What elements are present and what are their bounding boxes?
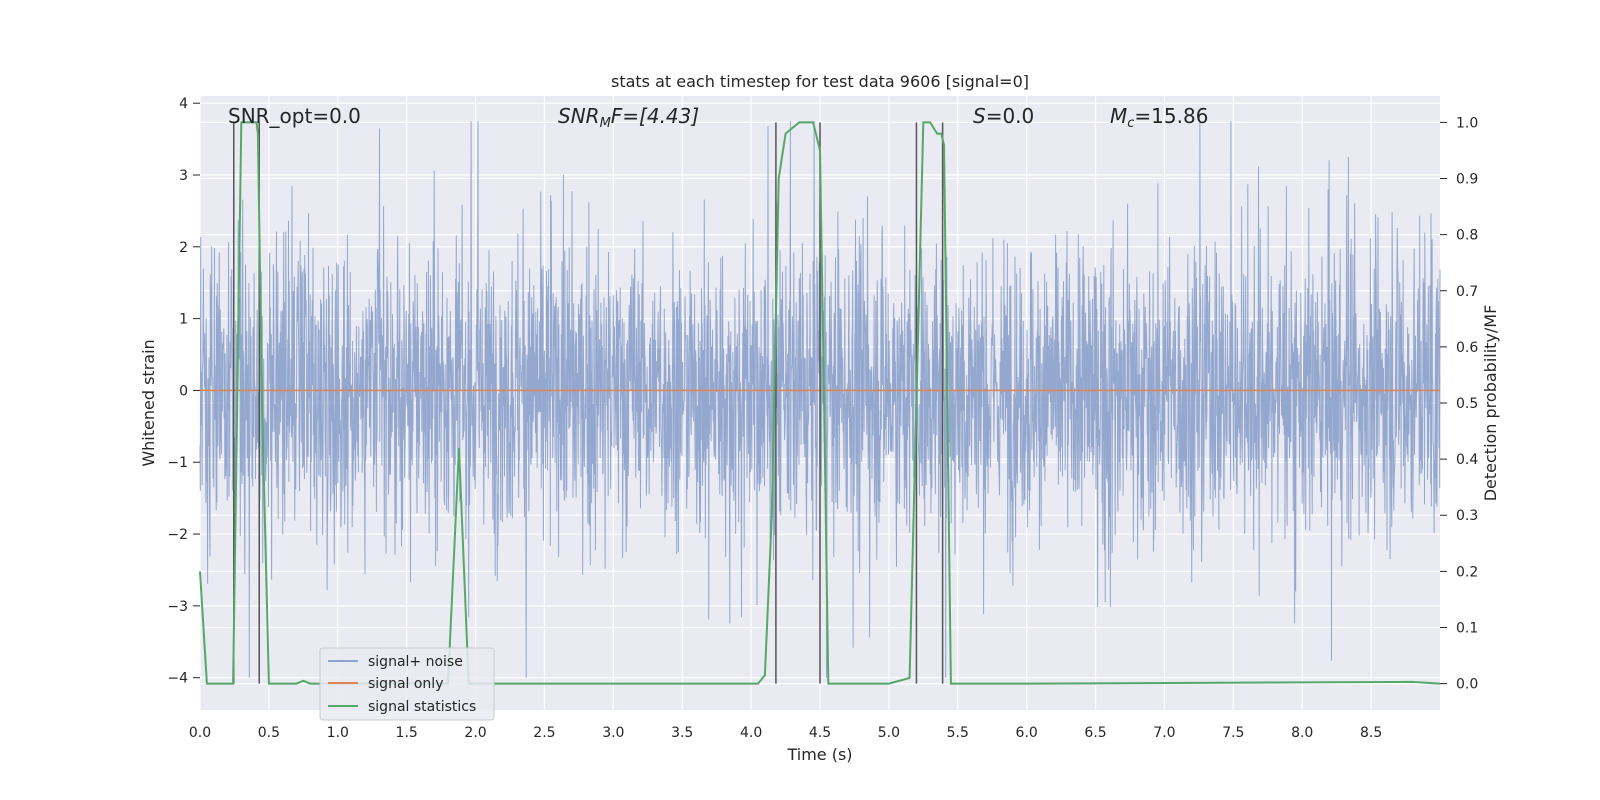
y-tick-label: −4: [167, 671, 188, 687]
y2-tick-label: 0.3: [1456, 508, 1478, 524]
legend: signal+ noise signal only signal statist…: [319, 647, 495, 721]
legend-label-signal-only: signal only: [368, 676, 443, 692]
x-tick-label: 1.5: [396, 725, 418, 741]
y2-tick-label: 0.5: [1456, 396, 1478, 412]
annotation-snr-opt: SNR_opt=0.0: [228, 104, 361, 128]
x-tick-label: 4.5: [809, 725, 831, 741]
x-tick-labels: 0.0 0.5 1.0 1.5 2.0 2.5 3.0 3.5 4.0 4.5 5.0 5.5 6.0 6…: [189, 725, 1382, 741]
y2-tick-label: 0.9: [1456, 172, 1478, 188]
y2-tick-label: 0.0: [1456, 677, 1478, 693]
legend-label-noise: signal+ noise: [368, 654, 463, 670]
annotation-mc-sub: c: [1127, 116, 1134, 131]
annotation-snr-mf-main: SNR: [558, 104, 600, 128]
x-tick-label: 5.0: [878, 725, 900, 741]
legend-box: [319, 647, 495, 721]
y2-tick-label: 1.0: [1456, 115, 1478, 131]
x-tick-label: 3.0: [602, 725, 624, 741]
x-axis-label: Time (s): [786, 745, 852, 764]
x-tick-label: 7.5: [1222, 725, 1244, 741]
annotation-s: S=0.0: [973, 104, 1034, 128]
statistics-line: [199, 121, 1441, 685]
y2-tick-label: 0.2: [1456, 564, 1478, 580]
legend-label-statistics: signal statistics: [368, 699, 476, 715]
y-tick-label: −3: [167, 599, 188, 615]
y-tick-label: 2: [179, 240, 188, 256]
annotation-mc-main: M: [1110, 104, 1127, 128]
y-axis-label: Whitened strain: [139, 339, 158, 466]
x-tick-label: 3.5: [671, 725, 693, 741]
annotation-snr-mf-rest: F=[4.43]: [611, 104, 699, 128]
y-tick-label: −1: [167, 455, 188, 471]
x-tick-label: 4.0: [740, 725, 762, 741]
y2-tick-label: 0.7: [1456, 284, 1478, 300]
y-tick-label: 1: [179, 312, 188, 328]
x-tick-label: 5.5: [947, 725, 969, 741]
x-tick-label: 2.5: [533, 725, 555, 741]
y2-tick-label: 0.6: [1456, 340, 1478, 356]
x-tick-label: 0.5: [258, 725, 280, 741]
y2-axis-label: Detection probability/MF: [1481, 305, 1500, 502]
x-tick-label: 8.5: [1360, 725, 1382, 741]
y2-tick-labels: 1.0 0.9 0.8 0.7 0.6 0.5 0.4 0.3 0.2 0.1 0.0: [1440, 115, 1478, 693]
chart-title: stats at each timestep for test data 960…: [611, 72, 1029, 91]
annotation-s-main: S: [973, 104, 986, 128]
x-tick-label: 6.5: [1084, 725, 1106, 741]
annotation-snr-mf: SNRMF=[4.43]: [558, 104, 699, 131]
y-tick-label: 0: [179, 383, 188, 399]
y-tick-label: 4: [179, 96, 188, 112]
x-tick-label: 0.0: [189, 725, 211, 741]
x-tick-label: 7.0: [1153, 725, 1175, 741]
y2-tick-label: 0.8: [1456, 228, 1478, 244]
y-tick-labels: 4 3 2 1 0 −1 −2 −3 −4: [167, 96, 200, 687]
annotation-snr-mf-sub: M: [600, 116, 611, 131]
signal-statistics-series: [199, 121, 1441, 685]
y-tick-label: −2: [167, 527, 188, 543]
x-tick-label: 6.0: [1016, 725, 1038, 741]
y2-tick-label: 0.4: [1456, 452, 1478, 468]
x-tick-label: 2.0: [464, 725, 486, 741]
y-tick-label: 3: [179, 168, 188, 184]
x-tick-label: 1.0: [327, 725, 349, 741]
annotation-mc-rest: =15.86: [1134, 104, 1208, 128]
y2-tick-label: 0.1: [1456, 620, 1478, 636]
annotation-mc: Mc=15.86: [1110, 104, 1208, 131]
annotation-s-rest: =0.0: [986, 104, 1035, 128]
x-tick-label: 8.0: [1291, 725, 1313, 741]
